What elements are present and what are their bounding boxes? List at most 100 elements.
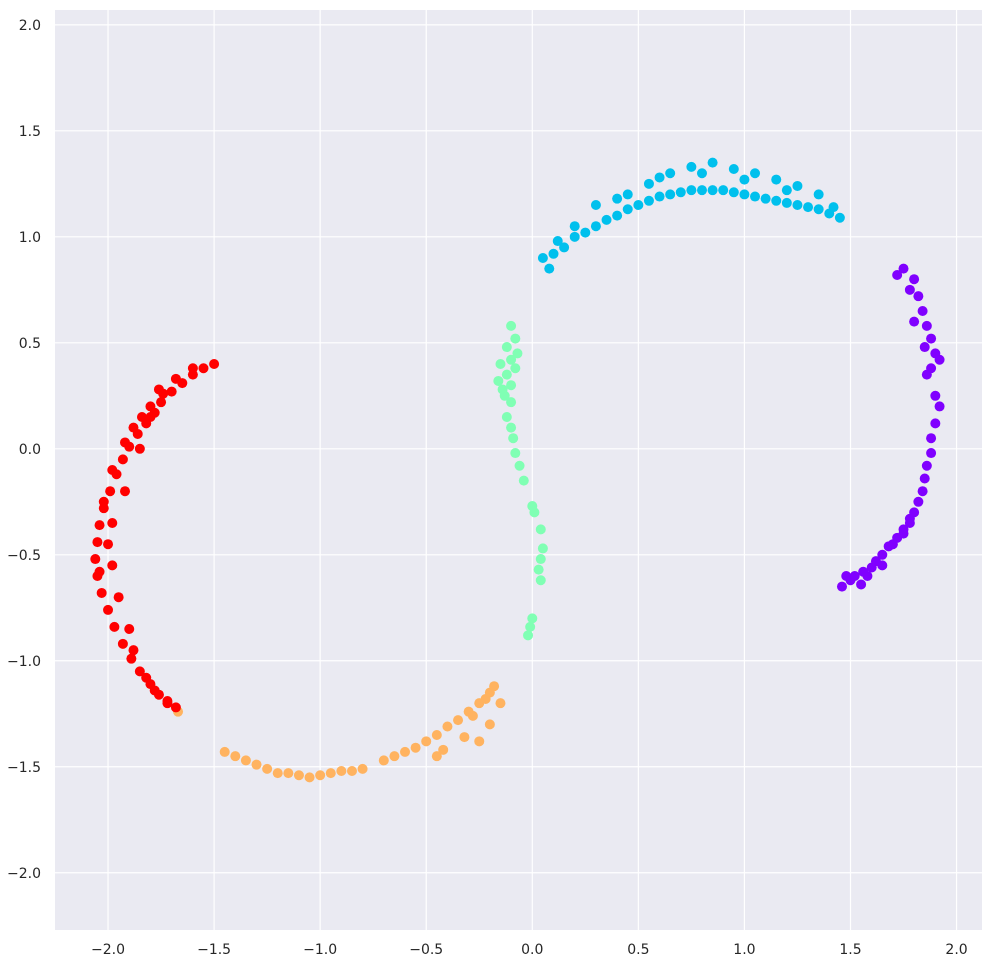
data-point [304,772,315,783]
data-point [792,180,803,191]
data-point [926,448,937,459]
data-point [803,202,814,213]
data-point [898,263,909,274]
data-point [750,191,761,202]
data-point [665,168,676,179]
data-point [128,422,139,433]
data-point [921,369,932,380]
data-point [552,236,563,247]
data-point [877,549,888,560]
x-tick-label: −0.5 [409,942,443,958]
data-point [654,191,665,202]
data-point [518,475,529,486]
data-point [862,570,873,581]
data-point [813,204,824,215]
data-point [919,342,930,353]
data-point [506,422,517,433]
data-point [501,369,512,380]
data-point [834,212,845,223]
x-tick-label: 1.0 [733,942,755,958]
data-point [325,768,336,779]
y-tick-label: −0.5 [7,548,41,564]
data-point [686,161,697,172]
data-point [917,306,928,317]
y-tick-label: 0.5 [19,336,41,352]
data-point [240,755,251,766]
grid-lines [55,10,982,930]
x-tick-label: 2.0 [945,942,967,958]
data-point [251,759,262,770]
data-point [559,242,570,253]
data-point [926,333,937,344]
data-point [926,433,937,444]
data-point [501,412,512,423]
data-point [739,174,750,185]
data-point [909,274,920,285]
data-point [510,333,521,344]
data-points [90,157,945,783]
data-point [750,168,761,179]
data-point [357,763,368,774]
data-point [707,157,718,168]
y-tick-label: −1.0 [7,654,41,670]
data-point [506,380,517,391]
data-point [569,231,580,242]
data-point [501,342,512,353]
data-point [378,755,389,766]
data-point [145,401,156,412]
data-point [442,721,453,732]
data-point [293,770,304,781]
data-point [187,363,198,374]
data-point [917,486,928,497]
data-point [781,197,792,208]
data-point [537,543,548,554]
data-point [527,613,538,624]
data-point [696,185,707,196]
data-point [934,354,945,365]
data-point [283,768,294,779]
data-point [686,185,697,196]
data-point [654,172,665,183]
data-point [134,666,145,677]
data-point [544,263,555,274]
data-point [771,174,782,185]
data-point [665,189,676,200]
data-point [94,566,105,577]
x-tick-labels: −2.0 −1.5 −1.0 −0.5 0.0 0.5 1.0 1.5 2.0 [91,942,968,958]
data-point [149,685,160,696]
data-point [410,742,421,753]
y-tick-label: 1.0 [19,230,41,246]
data-point [272,768,283,779]
data-point [612,193,623,204]
data-point [580,227,591,238]
data-point [904,513,915,524]
data-point [909,316,920,327]
data-point [934,401,945,412]
data-point [622,204,633,215]
x-tick-label: 0.5 [627,942,649,958]
data-point [480,693,491,704]
y-tick-label: 0.0 [19,442,41,458]
data-point [707,185,718,196]
data-point [467,710,478,721]
data-point [230,751,241,762]
data-point [170,702,181,713]
data-point [548,248,559,259]
data-point [336,766,347,777]
data-point [105,486,116,497]
data-point [128,645,139,656]
data-point [495,359,506,370]
data-point [930,418,941,429]
data-point [113,592,124,603]
data-point [919,473,930,484]
data-point [739,189,750,200]
data-point [921,320,932,331]
data-point [438,744,449,755]
data-point [94,520,105,531]
data-point [525,621,536,632]
data-point [781,185,792,196]
data-point [633,200,644,211]
data-point [590,200,601,211]
data-point [601,214,612,225]
data-point [512,348,523,359]
